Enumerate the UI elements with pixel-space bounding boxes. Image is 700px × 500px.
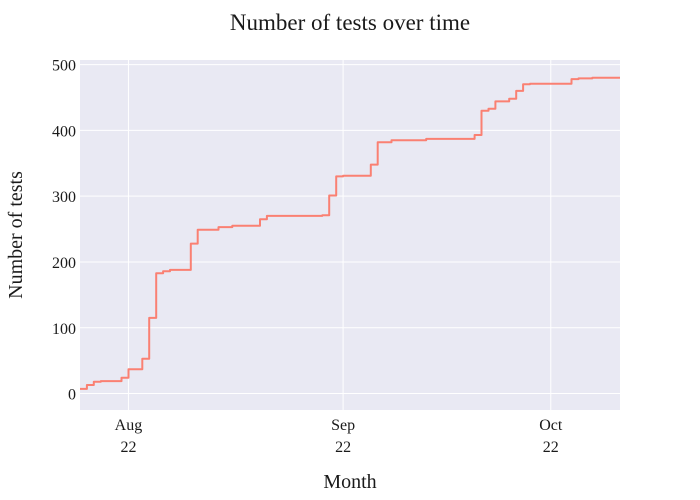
plot-area — [80, 60, 620, 410]
y-tick-label: 400 — [52, 123, 76, 140]
x-tick-label: Oct — [539, 417, 563, 434]
chart-title: Number of tests over time — [230, 10, 470, 35]
y-axis-ticks: 0 100 200 300 400 500 — [52, 58, 76, 404]
series-layer — [80, 76, 620, 390]
y-tick-label: 0 — [68, 387, 76, 404]
y-tick-label: 200 — [52, 255, 76, 272]
series-line — [80, 76, 620, 390]
x-tick-sublabel: 22 — [120, 439, 136, 456]
y-tick-label: 100 — [52, 321, 76, 338]
x-tick-sublabel: 22 — [543, 439, 559, 456]
x-tick-label: Aug — [115, 417, 143, 434]
x-tick-sublabel: 22 — [335, 439, 351, 456]
x-tick-label: Sep — [331, 417, 355, 434]
y-tick-label: 300 — [52, 189, 76, 206]
y-tick-label: 500 — [52, 58, 76, 75]
y-axis-label: Number of tests — [5, 171, 27, 299]
x-axis-label: Month — [323, 471, 376, 493]
grid — [80, 60, 620, 410]
x-axis-ticks: Aug 22 Sep 22 Oct 22 — [115, 417, 563, 456]
